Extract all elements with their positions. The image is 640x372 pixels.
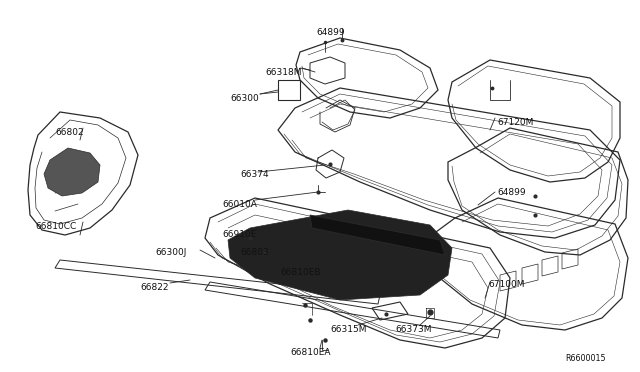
Text: 66315M: 66315M <box>330 325 367 334</box>
Text: 66910E: 66910E <box>222 230 257 239</box>
Text: 64899: 64899 <box>497 188 525 197</box>
Text: R6600015: R6600015 <box>565 354 605 363</box>
Text: 66010A: 66010A <box>222 200 257 209</box>
Text: 67100M: 67100M <box>488 280 525 289</box>
Text: 66810EA: 66810EA <box>290 348 330 357</box>
Text: 66803: 66803 <box>240 248 269 257</box>
Text: 66810CC: 66810CC <box>35 222 76 231</box>
Text: 66802: 66802 <box>55 128 84 137</box>
Polygon shape <box>228 210 452 300</box>
Text: 67120M: 67120M <box>497 118 533 127</box>
Text: 66822: 66822 <box>140 283 168 292</box>
Text: 66373M: 66373M <box>395 325 431 334</box>
Text: 66374: 66374 <box>240 170 269 179</box>
Text: 66810EB: 66810EB <box>280 268 321 277</box>
Polygon shape <box>44 148 100 196</box>
Text: 66300J: 66300J <box>155 248 186 257</box>
Text: 66318M: 66318M <box>265 68 301 77</box>
Text: 66300: 66300 <box>230 94 259 103</box>
Polygon shape <box>310 215 445 255</box>
Text: 64899: 64899 <box>316 28 344 37</box>
